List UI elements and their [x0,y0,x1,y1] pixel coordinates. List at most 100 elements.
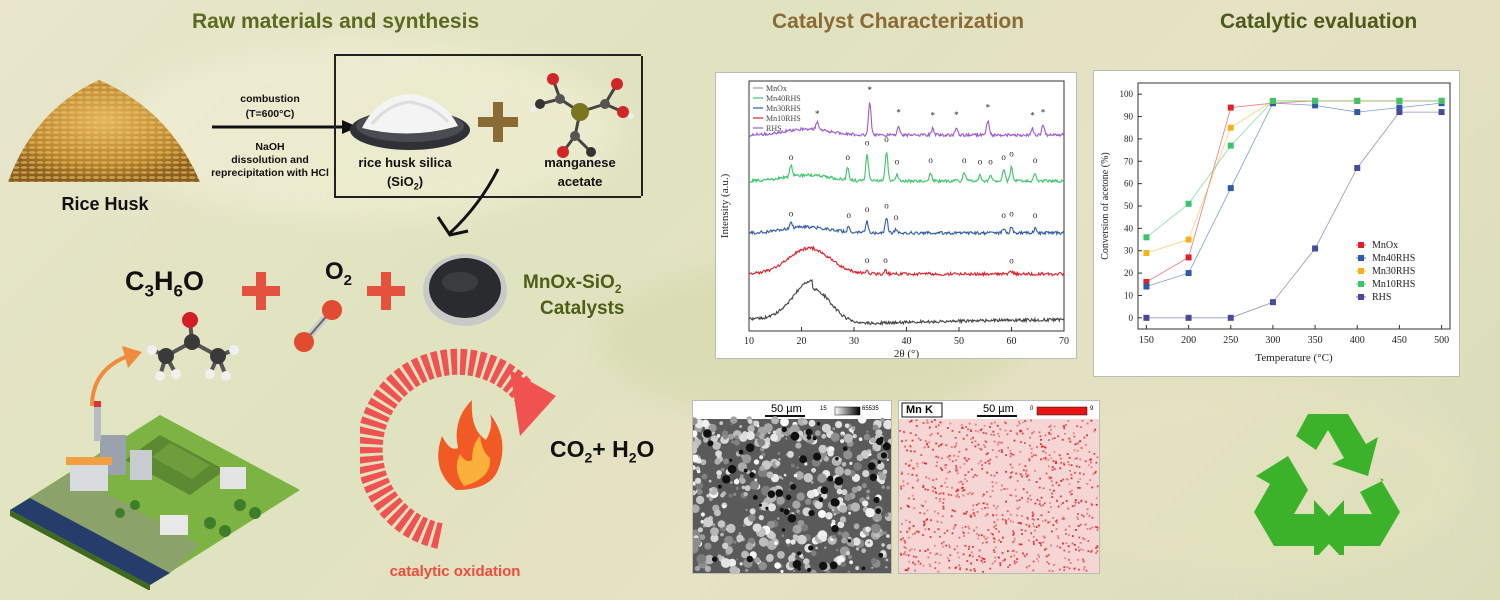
eds-texture-dot [1037,518,1039,521]
eds-texture-dot [940,521,943,524]
sem-pore [827,475,834,482]
eds-texture-dot [967,493,969,495]
eds-texture-dot [1067,461,1069,463]
eds-texture-dot [1038,555,1040,558]
sem-pore [805,428,813,436]
conversion-point [1354,109,1361,116]
eds-texture-dot [1080,447,1083,449]
eds-texture-dot [1076,425,1079,428]
eds-texture-dot [1018,463,1021,466]
eds-texture-dot [1074,443,1077,446]
eds-texture-dot [965,448,968,451]
eds-texture-dot [914,532,916,535]
eds-texture-dot [995,514,998,516]
eds-texture-dot [961,427,964,429]
eds-texture-dot [952,527,955,530]
sem-texture-dot [866,494,870,497]
eds-texture-dot [987,452,989,454]
eds-texture-dot [1056,519,1058,522]
eds-texture-dot [955,442,958,445]
eds-texture-dot [904,569,907,571]
eds-texture-dot [1079,523,1082,526]
eds-texture-dot [1013,560,1016,563]
eds-texture-dot [1048,569,1051,572]
eds-texture-dot [969,554,971,557]
sem-pore [749,472,755,478]
eds-texture-dot [951,532,954,535]
eds-texture-dot [1009,452,1012,455]
eds-texture-dot [903,553,905,555]
eds-texture-dot [1090,466,1093,469]
sem-pore [746,555,754,563]
eds-texture-dot [957,489,960,491]
conversion-point [1185,254,1192,261]
conversion-chart-panel: 150 200 250 300 350 400 450 500 0 10 20 30 40 50 60 70 8… [1093,70,1460,377]
eds-texture-dot [1053,451,1056,453]
eds-texture-dot [986,513,989,516]
eds-texture-dot [1074,504,1076,507]
sem-texture-dot [870,557,877,565]
eds-texture-dot [1081,499,1083,502]
eds-texture-dot [942,545,944,548]
eds-texture-dot [1021,496,1023,499]
eds-texture-dot [956,545,959,548]
eds-texture-dot [1013,540,1016,542]
eds-texture-dot [1030,498,1032,501]
eds-texture-dot [899,530,902,533]
eds-bar-min: 0 [1030,406,1034,412]
eds-texture-dot [909,445,912,448]
eds-texture-dot [1086,508,1089,511]
xrd-legend-item: Mn10RHS [766,114,801,123]
eds-texture-dot [907,536,910,539]
sem-texture-dot [803,558,810,565]
eds-texture-dot [976,559,978,561]
eds-texture-dot [902,484,905,487]
acetone-molecule-icon [147,312,239,381]
sem-texture-dot [838,458,842,462]
sem-texture-dot [742,523,746,527]
eds-texture-dot [985,432,988,435]
sem-texture-dot [804,498,812,505]
sem-texture-dot [847,570,851,574]
sem-pore [878,552,884,558]
sem-texture-dot [870,437,876,444]
eds-texture-dot [991,485,994,488]
eds-texture-dot [1031,515,1034,517]
eds-texture-dot [992,430,995,433]
eds-texture-dot [987,529,990,531]
eds-texture-dot [1080,500,1082,503]
eds-texture-dot [903,431,906,434]
eds-texture-dot [955,467,958,469]
eds-texture-dot [949,422,952,425]
eds-texture-dot [1067,507,1070,510]
sem-texture-dot [757,438,766,447]
eds-texture-dot [1071,542,1074,545]
eds-texture-dot [1040,438,1042,441]
eds-texture-dot [1024,420,1027,422]
xrd-peak-marker: o [1009,149,1014,159]
eds-texture-dot [1038,486,1041,489]
sem-pore [787,514,797,523]
eds-mn-map-image [899,401,1099,573]
eds-texture-dot [1001,514,1004,516]
eds-texture-dot [1032,540,1035,543]
eds-texture-dot [948,546,951,549]
sem-texture-dot [758,515,764,521]
manganese-acetate-molecule-icon [530,73,634,163]
xrd-series-mn10rhs [748,245,1065,278]
sem-texture-dot [725,546,733,555]
sem-texture-dot [831,508,835,511]
sem-texture-dot [835,421,843,429]
eds-element-label: Mn K [906,404,933,416]
eds-texture-dot [1069,437,1071,440]
eds-texture-dot [962,531,965,533]
eds-texture-dot [1020,529,1023,531]
eds-texture-dot [1010,430,1012,432]
eds-texture-dot [1042,520,1044,523]
sem-texture-dot [872,424,879,431]
eds-texture-dot [1042,535,1045,538]
sem-texture-dot [741,485,746,490]
eds-texture-dot [1026,428,1029,430]
sem-texture-dot [866,449,872,454]
eds-texture-dot [1063,517,1065,520]
